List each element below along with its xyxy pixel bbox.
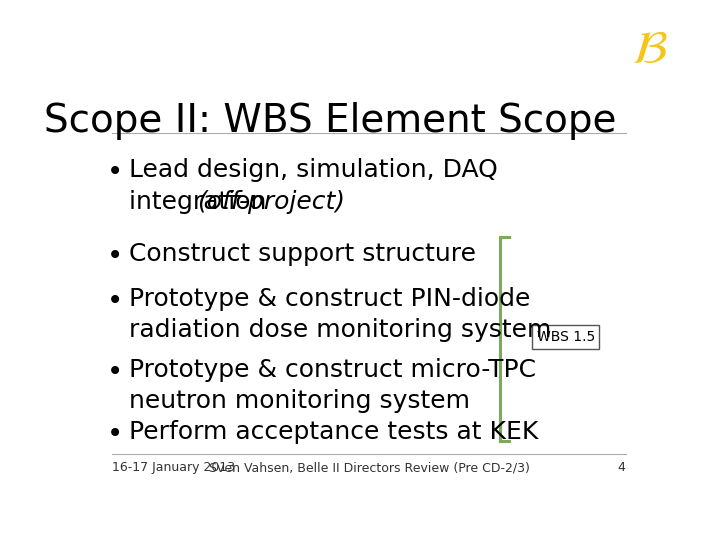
Text: WBS 1.5: WBS 1.5 — [536, 330, 595, 344]
Text: Lead design, simulation, DAQ: Lead design, simulation, DAQ — [129, 158, 498, 183]
Text: (off-project): (off-project) — [197, 190, 346, 213]
Text: Belle II: Belle II — [639, 90, 682, 103]
Text: Scope II: WBS Element Scope: Scope II: WBS Element Scope — [44, 102, 616, 140]
Text: Sven Vahsen, Belle II Directors Review (Pre CD-2/3): Sven Vahsen, Belle II Directors Review (… — [209, 461, 529, 474]
FancyBboxPatch shape — [533, 325, 599, 349]
Text: $\mathcal{B}$: $\mathcal{B}$ — [632, 28, 667, 73]
Text: Prototype & construct PIN-diode: Prototype & construct PIN-diode — [129, 287, 531, 311]
Text: •: • — [107, 420, 123, 448]
Text: 4: 4 — [618, 461, 626, 474]
Text: •: • — [107, 241, 123, 269]
Text: neutron monitoring system: neutron monitoring system — [129, 389, 470, 413]
Text: Construct support structure: Construct support structure — [129, 241, 476, 266]
Text: •: • — [107, 287, 123, 315]
Text: 16-17 January 2013: 16-17 January 2013 — [112, 461, 235, 474]
Text: radiation dose monitoring system: radiation dose monitoring system — [129, 319, 552, 342]
Text: •: • — [107, 158, 123, 186]
Text: integration: integration — [129, 190, 274, 213]
Text: •: • — [107, 358, 123, 386]
Text: Perform acceptance tests at KEK: Perform acceptance tests at KEK — [129, 420, 539, 444]
Text: Prototype & construct micro-TPC: Prototype & construct micro-TPC — [129, 358, 536, 382]
